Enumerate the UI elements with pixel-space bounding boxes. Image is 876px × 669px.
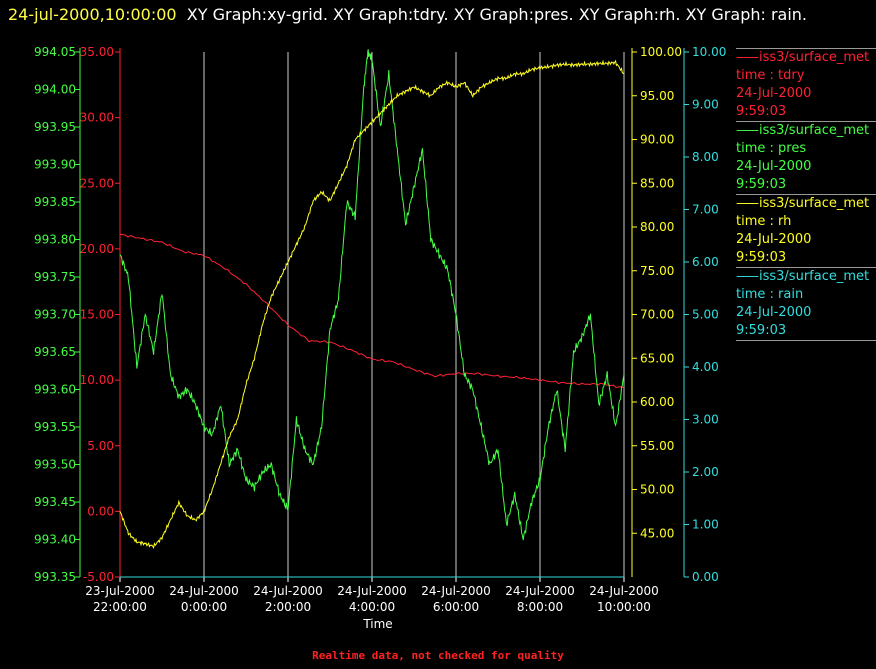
rain-tick-label: 8.00 — [692, 150, 719, 164]
pres-tick-label: 993.85 — [34, 195, 76, 209]
x-tick-label-date: 24-Jul-2000 — [589, 584, 659, 598]
legend-line2: 24-Jul-2000 — [736, 159, 812, 174]
legend-line3: 9:59:03 — [736, 177, 787, 192]
rh-tick-label: 85.00 — [640, 176, 674, 190]
tdry-tick-label: 10.00 — [80, 373, 114, 387]
grid-layer — [203, 52, 625, 577]
x-tick-label-date: 23-Jul-2000 — [85, 584, 155, 598]
pres-tick-label: 993.50 — [34, 458, 76, 472]
rh-tick-label: 80.00 — [640, 220, 674, 234]
chart-title: 24-jul-2000,10:00:00 XY Graph:xy-grid. X… — [8, 2, 868, 28]
pres-tick-label: 993.35 — [34, 570, 76, 584]
pres-tick-label: 993.40 — [34, 533, 76, 547]
series-layer — [119, 49, 625, 578]
legend-source: iss3/surface_met — [736, 268, 876, 286]
legend-line1: time : rh — [736, 214, 792, 229]
x-axis-label: Time — [363, 617, 393, 631]
x-tick-label-date: 24-Jul-2000 — [421, 584, 491, 598]
rain-tick-label: 1.00 — [692, 518, 719, 532]
rh-tick-label: 50.00 — [640, 483, 674, 497]
legend-line3: 9:59:03 — [736, 323, 787, 338]
legend-source: iss3/surface_met — [736, 49, 876, 67]
x-tick-label-time: 2:00:00 — [265, 600, 311, 614]
legend-source: iss3/surface_met — [736, 195, 876, 213]
pres-tick-label: 993.70 — [34, 308, 76, 322]
pres-tick-label: 993.95 — [34, 120, 76, 134]
rain-tick-label: 4.00 — [692, 360, 719, 374]
x-tick-label-time: 0:00:00 — [181, 600, 227, 614]
x-tick-label-time: 10:00:00 — [597, 600, 651, 614]
pres-tick-label: 993.90 — [34, 158, 76, 172]
legend-line2: 24-Jul-2000 — [736, 86, 812, 101]
tdry-tick-label: 15.00 — [80, 308, 114, 322]
pres-tick-label: 994.00 — [34, 83, 76, 97]
quality-footer: Realtime data, not checked for quality — [312, 649, 564, 662]
x-tick-label-time: 8:00:00 — [517, 600, 563, 614]
series-tdry-line — [119, 233, 625, 389]
rh-tick-label: 70.00 — [640, 308, 674, 322]
rh-tick-label: 65.00 — [640, 351, 674, 365]
rh-tick-label: 95.00 — [640, 89, 674, 103]
rain-tick-label: 9.00 — [692, 98, 719, 112]
tdry-tick-label: 25.00 — [80, 176, 114, 190]
rain-tick-label: 7.00 — [692, 203, 719, 217]
tdry-tick-label: -5.00 — [83, 570, 114, 584]
rain-tick-label: 6.00 — [692, 255, 719, 269]
pres-tick-label: 993.65 — [34, 345, 76, 359]
legend-line2: 24-Jul-2000 — [736, 305, 812, 320]
rh-tick-label: 55.00 — [640, 439, 674, 453]
legend-line1: time : tdry — [736, 68, 805, 83]
legend-line1: time : rain — [736, 287, 804, 302]
legend-line3: 9:59:03 — [736, 250, 787, 265]
tdry-tick-label: 0.00 — [87, 504, 114, 518]
rain-tick-label: 5.00 — [692, 308, 719, 322]
x-tick-label-date: 24-Jul-2000 — [253, 584, 323, 598]
pres-tick-label: 993.75 — [34, 270, 76, 284]
x-tick-label-date: 24-Jul-2000 — [337, 584, 407, 598]
axes-layer: 23-Jul-2000 22:00:00 24-Jul-2000 0:00:00 24-… — [34, 45, 726, 614]
rh-tick-label: 60.00 — [640, 395, 674, 409]
legend-line1: time : pres — [736, 141, 807, 156]
tdry-tick-label: 5.00 — [87, 439, 114, 453]
rain-tick-label: 2.00 — [692, 465, 719, 479]
series-pres-line — [119, 49, 625, 541]
pres-tick-label: 993.55 — [34, 420, 76, 434]
title-timestamp: 24-jul-2000,10:00:00 — [8, 5, 177, 24]
x-tick-label-time: 4:00:00 — [349, 600, 395, 614]
title-graph-list: XY Graph:xy-grid. XY Graph:tdry. XY Grap… — [186, 5, 808, 24]
x-tick-label-time: 6:00:00 — [433, 600, 479, 614]
tdry-tick-label: 35.00 — [80, 45, 114, 59]
pres-tick-label: 993.45 — [34, 495, 76, 509]
legend-line2: 24-Jul-2000 — [736, 232, 812, 247]
legend-source: iss3/surface_met — [736, 122, 876, 140]
rh-tick-label: 100.00 — [640, 45, 682, 59]
rain-tick-label: 3.00 — [692, 413, 719, 427]
pres-tick-label: 993.60 — [34, 383, 76, 397]
rh-tick-label: 90.00 — [640, 133, 674, 147]
x-tick-label-date: 24-Jul-2000 — [505, 584, 575, 598]
series-rh-line — [119, 59, 625, 549]
pres-tick-label: 994.05 — [34, 45, 76, 59]
x-tick-label-time: 22:00:00 — [93, 600, 147, 614]
tdry-tick-label: 30.00 — [80, 111, 114, 125]
rh-tick-label: 45.00 — [640, 526, 674, 540]
tdry-tick-label: 20.00 — [80, 242, 114, 256]
rh-tick-label: 75.00 — [640, 264, 674, 278]
pres-tick-label: 993.80 — [34, 233, 76, 247]
rain-tick-label: 10.00 — [692, 45, 726, 59]
rain-tick-label: 0.00 — [692, 570, 719, 584]
legend-line3: 9:59:03 — [736, 104, 787, 119]
x-tick-label-date: 24-Jul-2000 — [169, 584, 239, 598]
